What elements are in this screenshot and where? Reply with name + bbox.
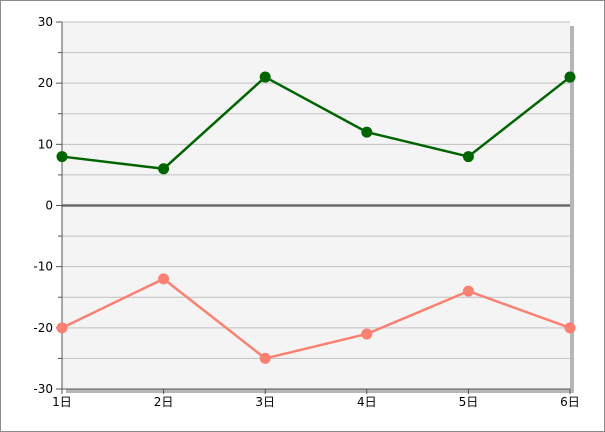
series-1-point	[462, 151, 474, 163]
y-tick-label: 30	[38, 15, 53, 29]
series-2-point	[56, 322, 68, 334]
x-tick-label: 3日	[255, 395, 275, 409]
x-tick-label: 1日	[52, 395, 72, 409]
series-2-point	[361, 328, 373, 340]
x-tick-label: 4日	[357, 395, 377, 409]
series-1-point	[361, 126, 373, 138]
series-1-point	[56, 151, 68, 163]
y-tick-label: 10	[38, 137, 53, 151]
x-tick-label: 2日	[154, 395, 174, 409]
y-tick-label: -30	[33, 382, 53, 396]
series-1-point	[259, 71, 271, 83]
series-2-point	[259, 352, 271, 364]
series-1-point	[158, 163, 170, 175]
series-2-point	[462, 285, 474, 297]
x-tick-label: 5日	[459, 395, 479, 409]
series-1-line	[61, 75, 571, 171]
series-2-point	[158, 273, 170, 285]
series-2-line	[61, 277, 571, 360]
y-tick-label: 0	[45, 199, 53, 213]
series-2-point	[564, 322, 576, 334]
y-tick-label: -20	[33, 321, 53, 335]
x-tick-label: 6日	[560, 395, 580, 409]
y-tick-label: -10	[33, 260, 53, 274]
y-tick-label: 20	[38, 76, 53, 90]
series-1-point	[564, 71, 576, 83]
